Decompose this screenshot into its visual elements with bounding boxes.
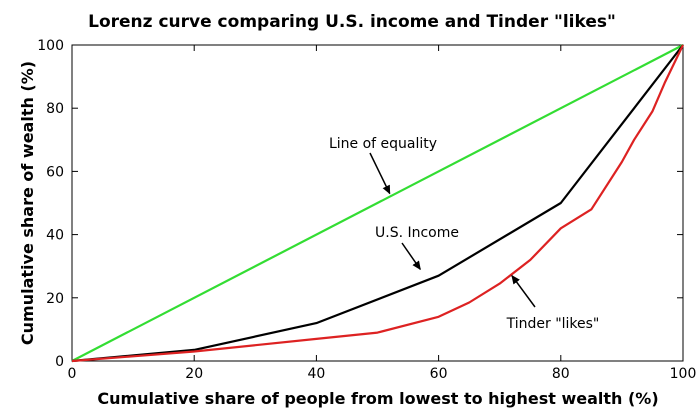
y-tick-label: 60 <box>46 164 64 180</box>
x-tick-label: 0 <box>68 366 77 382</box>
x-tick-label: 80 <box>552 366 570 382</box>
y-axis-label: Cumulative share of wealth (%) <box>18 61 37 345</box>
x-tick-label: 60 <box>430 366 448 382</box>
us-income-annotation-arrow <box>401 242 421 271</box>
tinder-annotation-arrow <box>511 274 536 308</box>
us-income-annotation-label: U.S. Income <box>375 225 459 241</box>
y-tick-label: 100 <box>37 38 64 54</box>
y-tick-label: 40 <box>46 228 64 244</box>
x-tick-label: 100 <box>670 366 697 382</box>
series-layer <box>71 44 684 363</box>
tinder-annotation-label: Tinder "likes" <box>506 316 600 332</box>
x-tick-label: 40 <box>307 366 325 382</box>
y-tick-label: 80 <box>46 101 64 117</box>
annotation-layer: Line of equality U.S. Income Tinder "likes… <box>329 136 599 332</box>
tinder-likes-line <box>71 44 684 363</box>
x-axis-label: Cumulative share of people from lowest t… <box>97 389 658 408</box>
equality-annotation-label: Line of equality <box>329 136 437 152</box>
y-tick-label: 0 <box>55 354 64 370</box>
y-tick-label: 20 <box>46 291 64 307</box>
x-tick-label: 20 <box>185 366 203 382</box>
us-income-line <box>71 44 684 363</box>
plot-frame <box>71 44 684 362</box>
equality-annotation-arrow <box>369 152 391 195</box>
line-of-equality <box>71 44 684 362</box>
chart-title: Lorenz curve comparing U.S. income and T… <box>88 12 616 32</box>
